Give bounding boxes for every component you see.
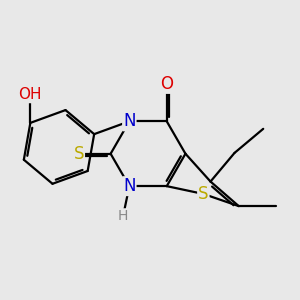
Text: O: O [160, 75, 173, 93]
Text: N: N [123, 112, 136, 130]
Text: H: H [118, 209, 128, 223]
Text: S: S [74, 145, 84, 163]
Text: OH: OH [19, 87, 42, 102]
Text: S: S [198, 185, 208, 203]
Text: N: N [123, 177, 136, 195]
